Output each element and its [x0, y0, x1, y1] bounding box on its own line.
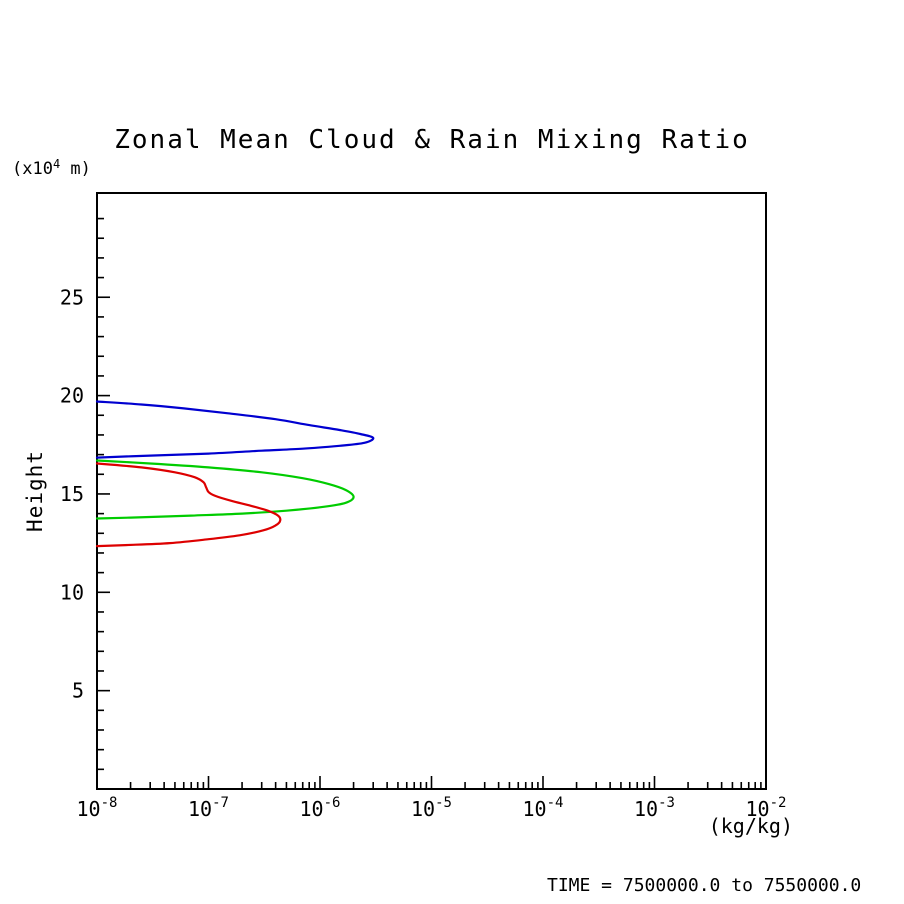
x-axis-ticks: [96, 776, 767, 789]
y-tick-label: 5: [72, 679, 84, 703]
chart-title: Zonal Mean Cloud & Rain Mixing Ratio: [114, 125, 750, 155]
y-tick-label: 25: [60, 285, 84, 309]
y-axis-unit-label: (x104 m): [12, 157, 91, 179]
series-curves: [95, 400, 375, 548]
x-tick-label: 10-5: [411, 795, 452, 821]
x-axis-unit-label: (kg/kg): [709, 814, 793, 838]
x-tick-label: 10-6: [300, 795, 341, 821]
y-tick-label: 15: [60, 482, 84, 506]
series-green-profile: [95, 459, 355, 520]
time-range-label: TIME = 7500000.0 to 7550000.0: [547, 875, 861, 896]
x-tick-label: 10-8: [77, 795, 118, 821]
y-axis-tick-labels: 5 10 15 20 25: [60, 285, 84, 702]
series-blue-profile: [95, 400, 375, 459]
plot-frame: [96, 192, 767, 790]
x-tick-label: 10-4: [523, 795, 564, 821]
y-tick-label: 20: [60, 384, 84, 408]
y-tick-label: 10: [60, 580, 84, 604]
y-axis-ticks: [97, 217, 110, 771]
series-red-profile: [95, 462, 282, 548]
x-tick-label: 10-3: [634, 795, 675, 821]
x-tick-label: 10-7: [188, 795, 229, 821]
x-tick-label: 10-2: [746, 795, 787, 821]
y-axis-label: Height: [23, 450, 47, 532]
x-axis-tick-labels: 10-8 10-7 10-6 10-5 10-4 10-3 10-2: [77, 795, 787, 821]
